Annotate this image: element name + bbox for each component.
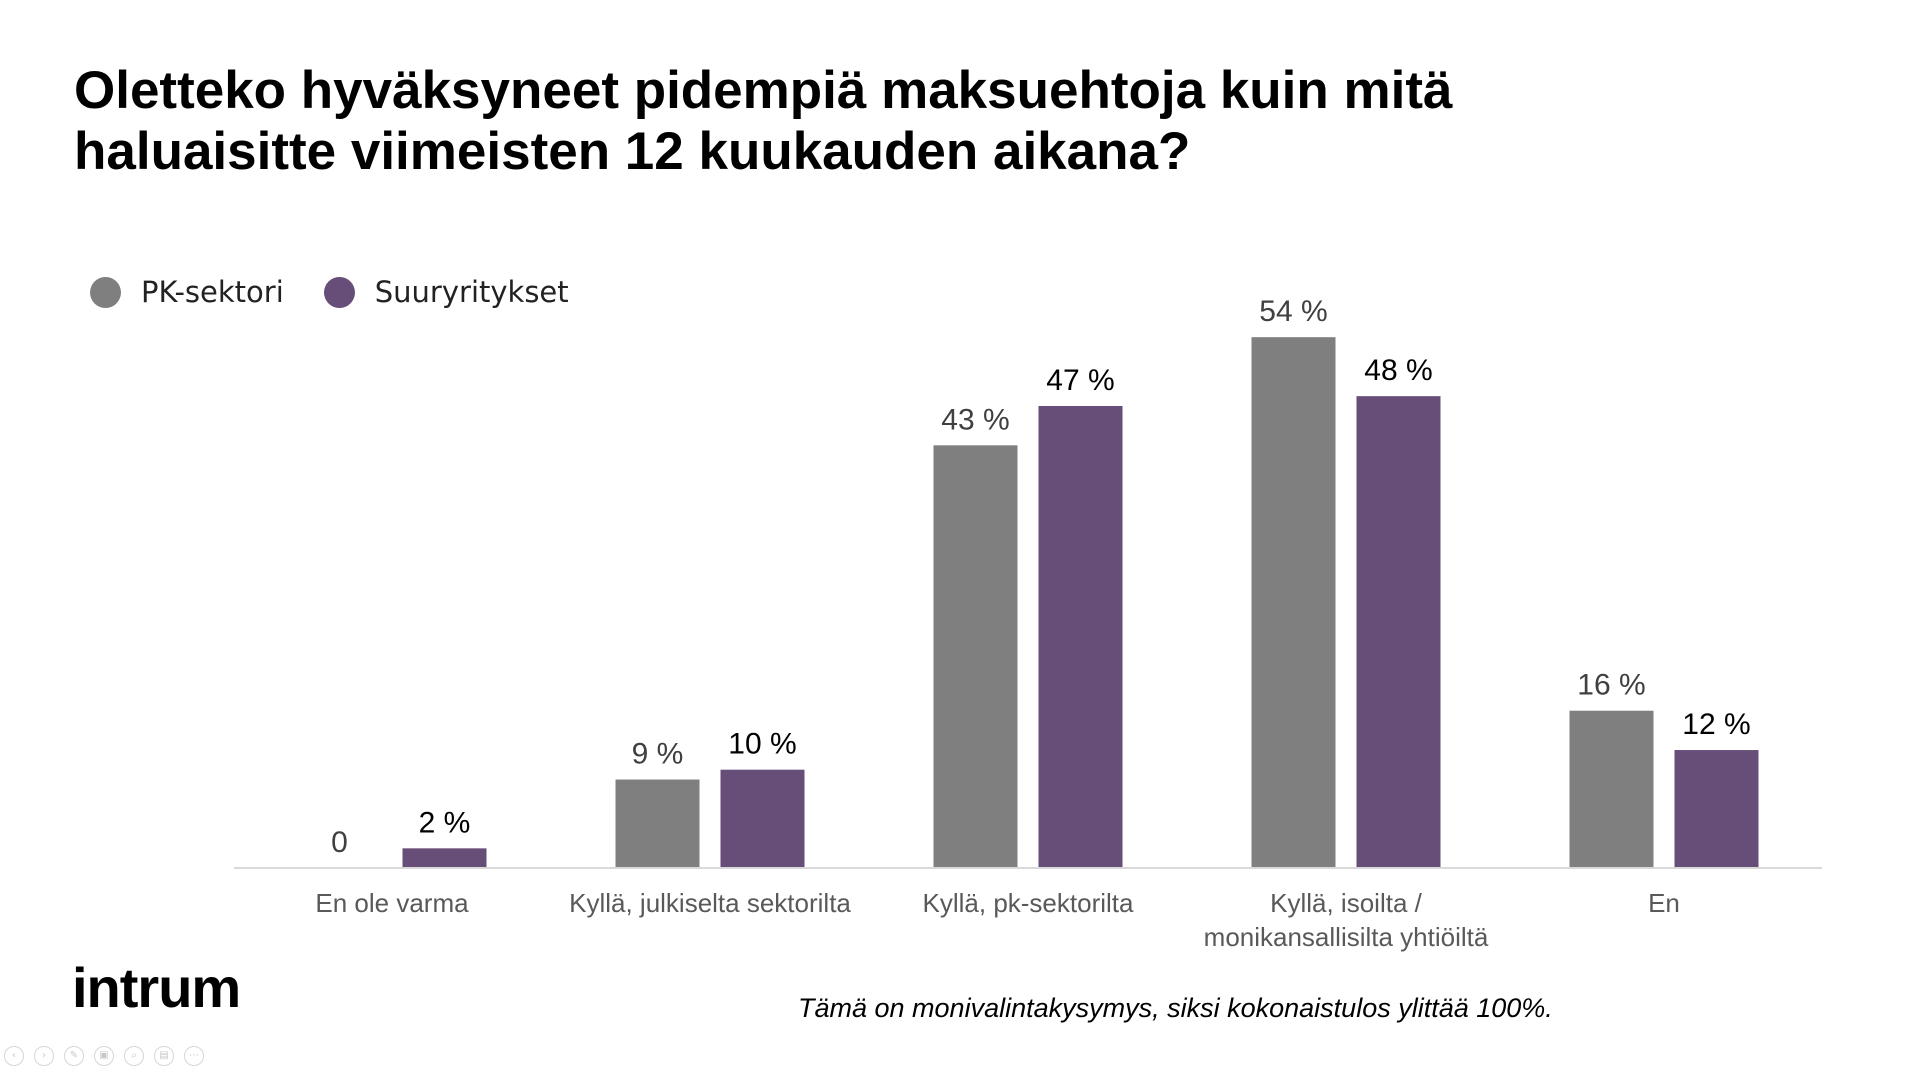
bar-suuryritykset-0: [402, 848, 487, 868]
slide-title-line-2: haluaisitte viimeisten 12 kuukauden aika…: [74, 122, 1191, 181]
legend-item-pk-sektori: PK-sektori: [90, 275, 284, 309]
prev-slide-icon[interactable]: ‹: [4, 1046, 24, 1066]
data-label-suuryritykset-0: 2 %: [419, 806, 471, 839]
slideshow-toolbar: ‹ › ✎ ▣ ⌕ ▤ ⋯: [4, 1046, 204, 1066]
legend-item-suuryritykset: Suuryritykset: [323, 275, 569, 309]
bar-suuryritykset-1: [720, 769, 805, 868]
category-label-0-0: En ole varma: [315, 888, 469, 918]
bar-suuryritykset-4: [1674, 750, 1759, 868]
legend-swatch-pk-sektori: [90, 276, 121, 308]
next-slide-icon[interactable]: ›: [34, 1046, 54, 1066]
bar-pk-sektori-1: [615, 779, 700, 868]
footnote: Tämä on monivalintakysymys, siksi kokona…: [798, 993, 1553, 1023]
intrum-logo: intrum: [72, 956, 241, 1019]
category-label-2-0: Kyllä, pk-sektorilta: [923, 888, 1134, 918]
bar-pk-sektori-3: [1251, 337, 1336, 868]
pen-icon[interactable]: ✎: [64, 1046, 84, 1066]
data-label-pk-sektori-2: 43 %: [941, 403, 1009, 436]
slide-title: Oletteko hyväksyneet pidempiä maksuehtoj…: [74, 60, 1574, 182]
data-label-suuryritykset-1: 10 %: [728, 728, 796, 761]
bar-pk-sektori-4: [1569, 710, 1654, 868]
zoom-icon[interactable]: ⌕: [124, 1046, 144, 1066]
bar-pk-sektori-2: [933, 445, 1018, 868]
category-label-3-1: monikansallisilta yhtiöiltä: [1204, 922, 1489, 952]
legend-label-suuryritykset: Suuryritykset: [374, 275, 569, 309]
chart-legend: PK-sektori Suuryritykset: [90, 275, 569, 309]
data-label-pk-sektori-3: 54 %: [1259, 295, 1327, 328]
data-label-pk-sektori-1: 9 %: [632, 738, 684, 771]
data-label-suuryritykset-2: 47 %: [1046, 364, 1114, 397]
bar-suuryritykset-3: [1356, 396, 1441, 868]
legend-swatch-suuryritykset: [323, 276, 355, 308]
data-label-suuryritykset-4: 12 %: [1682, 708, 1750, 741]
bar-suuryritykset-2: [1038, 405, 1123, 868]
slides-icon[interactable]: ▣: [94, 1046, 114, 1066]
category-label-1-0: Kyllä, julkiselta sektorilta: [569, 888, 851, 918]
category-label-4-0: En: [1648, 888, 1680, 918]
more-options-icon[interactable]: ⋯: [184, 1046, 204, 1066]
category-label-3-0: Kyllä, isoilta /: [1270, 888, 1422, 918]
data-label-pk-sektori-4: 16 %: [1577, 669, 1645, 702]
data-label-pk-sektori-0: 0: [331, 826, 348, 859]
legend-label-pk-sektori: PK-sektori: [141, 275, 284, 309]
slide-title-line-1: Oletteko hyväksyneet pidempiä maksuehtoj…: [74, 61, 1453, 120]
subtitles-icon[interactable]: ▤: [154, 1046, 174, 1066]
data-label-suuryritykset-3: 48 %: [1364, 354, 1432, 387]
